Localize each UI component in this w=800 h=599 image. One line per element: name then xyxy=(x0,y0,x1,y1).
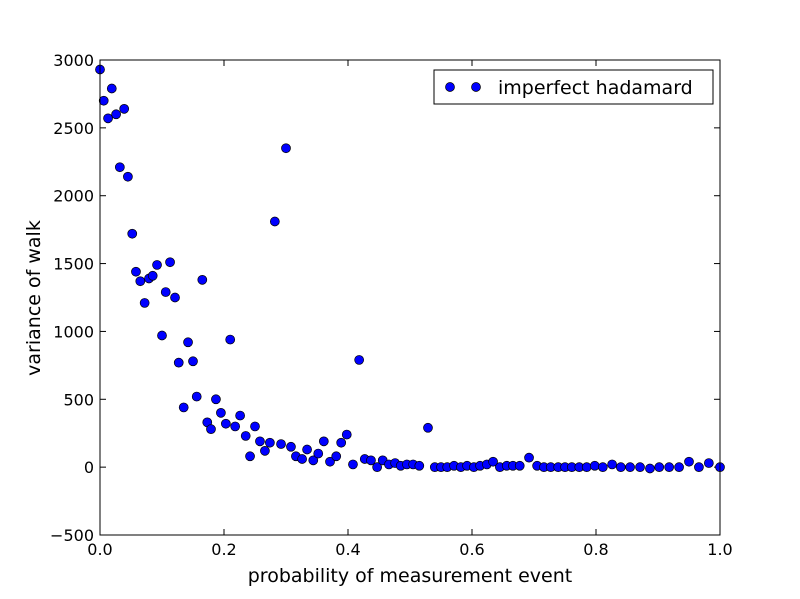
point xyxy=(302,444,312,455)
x-tick-label: 0.2 xyxy=(211,540,236,559)
point xyxy=(157,330,167,341)
point xyxy=(589,460,600,471)
point xyxy=(423,422,433,433)
point xyxy=(240,431,251,441)
point xyxy=(245,451,255,462)
point xyxy=(191,391,202,402)
point xyxy=(488,456,498,467)
point xyxy=(625,462,635,472)
y-tick-label: 3000 xyxy=(53,51,94,70)
x-tick-label: 0.8 xyxy=(583,540,608,559)
y-tick-label: 500 xyxy=(63,390,94,409)
point xyxy=(250,421,260,432)
point xyxy=(297,454,307,464)
point xyxy=(348,459,358,470)
x-tick-label: 0.0 xyxy=(87,540,112,559)
point xyxy=(331,451,342,462)
point xyxy=(103,113,113,124)
point xyxy=(664,462,675,472)
point xyxy=(98,95,109,106)
point xyxy=(197,275,208,285)
point xyxy=(152,260,162,270)
x-tick-label: 0.4 xyxy=(335,540,360,559)
y-tick-label: 2500 xyxy=(53,119,94,138)
point xyxy=(178,402,189,413)
point xyxy=(607,459,617,470)
point xyxy=(615,462,626,472)
point xyxy=(173,357,184,368)
point xyxy=(131,266,141,277)
point xyxy=(276,439,286,449)
point xyxy=(366,455,376,466)
legend-marker xyxy=(445,82,455,92)
x-tick-label: 1.0 xyxy=(707,540,732,559)
y-tick-label: −500 xyxy=(50,526,94,545)
point xyxy=(597,462,608,472)
point xyxy=(114,162,125,173)
point xyxy=(286,441,296,452)
point xyxy=(216,408,226,418)
point xyxy=(703,458,714,468)
point xyxy=(308,455,319,466)
point xyxy=(127,228,138,239)
point xyxy=(635,462,645,472)
point xyxy=(318,436,329,447)
y-tick-label: 1500 xyxy=(53,255,94,274)
point xyxy=(325,456,335,467)
point xyxy=(265,437,275,448)
point xyxy=(119,104,130,114)
point xyxy=(221,418,231,429)
point xyxy=(524,452,534,463)
y-tick-label: 2000 xyxy=(53,187,94,206)
point xyxy=(106,83,117,94)
point xyxy=(160,287,171,297)
point xyxy=(694,462,704,472)
point xyxy=(354,355,365,365)
point xyxy=(206,424,216,434)
point xyxy=(170,292,180,303)
point xyxy=(581,462,592,472)
x-axis-label: probability of measurement event xyxy=(248,565,572,587)
point xyxy=(514,460,525,471)
y-axis-label: variance of walk xyxy=(23,220,45,376)
point xyxy=(260,446,270,456)
point xyxy=(313,448,324,459)
point xyxy=(165,257,175,268)
point xyxy=(336,437,347,448)
point xyxy=(225,334,236,345)
plot-frame xyxy=(99,59,721,536)
point xyxy=(139,298,150,308)
x-tick-label: 0.6 xyxy=(459,540,484,559)
legend-label: imperfect hadamard xyxy=(498,77,693,99)
point xyxy=(645,463,655,474)
point xyxy=(211,394,221,405)
y-tick-label: 0 xyxy=(84,458,94,477)
point xyxy=(372,462,382,472)
legend-marker xyxy=(471,82,481,92)
point xyxy=(341,429,352,440)
point xyxy=(269,216,280,227)
y-tick-label: 1000 xyxy=(53,322,94,341)
point xyxy=(281,143,291,154)
point xyxy=(147,270,158,281)
point xyxy=(684,456,694,467)
point xyxy=(255,436,265,447)
point xyxy=(188,356,198,367)
point xyxy=(123,171,133,182)
point xyxy=(230,421,241,432)
point xyxy=(654,462,665,472)
point xyxy=(674,462,684,472)
point xyxy=(235,410,245,421)
point xyxy=(111,109,121,120)
point xyxy=(135,276,146,287)
point xyxy=(183,337,193,348)
point xyxy=(414,460,425,471)
